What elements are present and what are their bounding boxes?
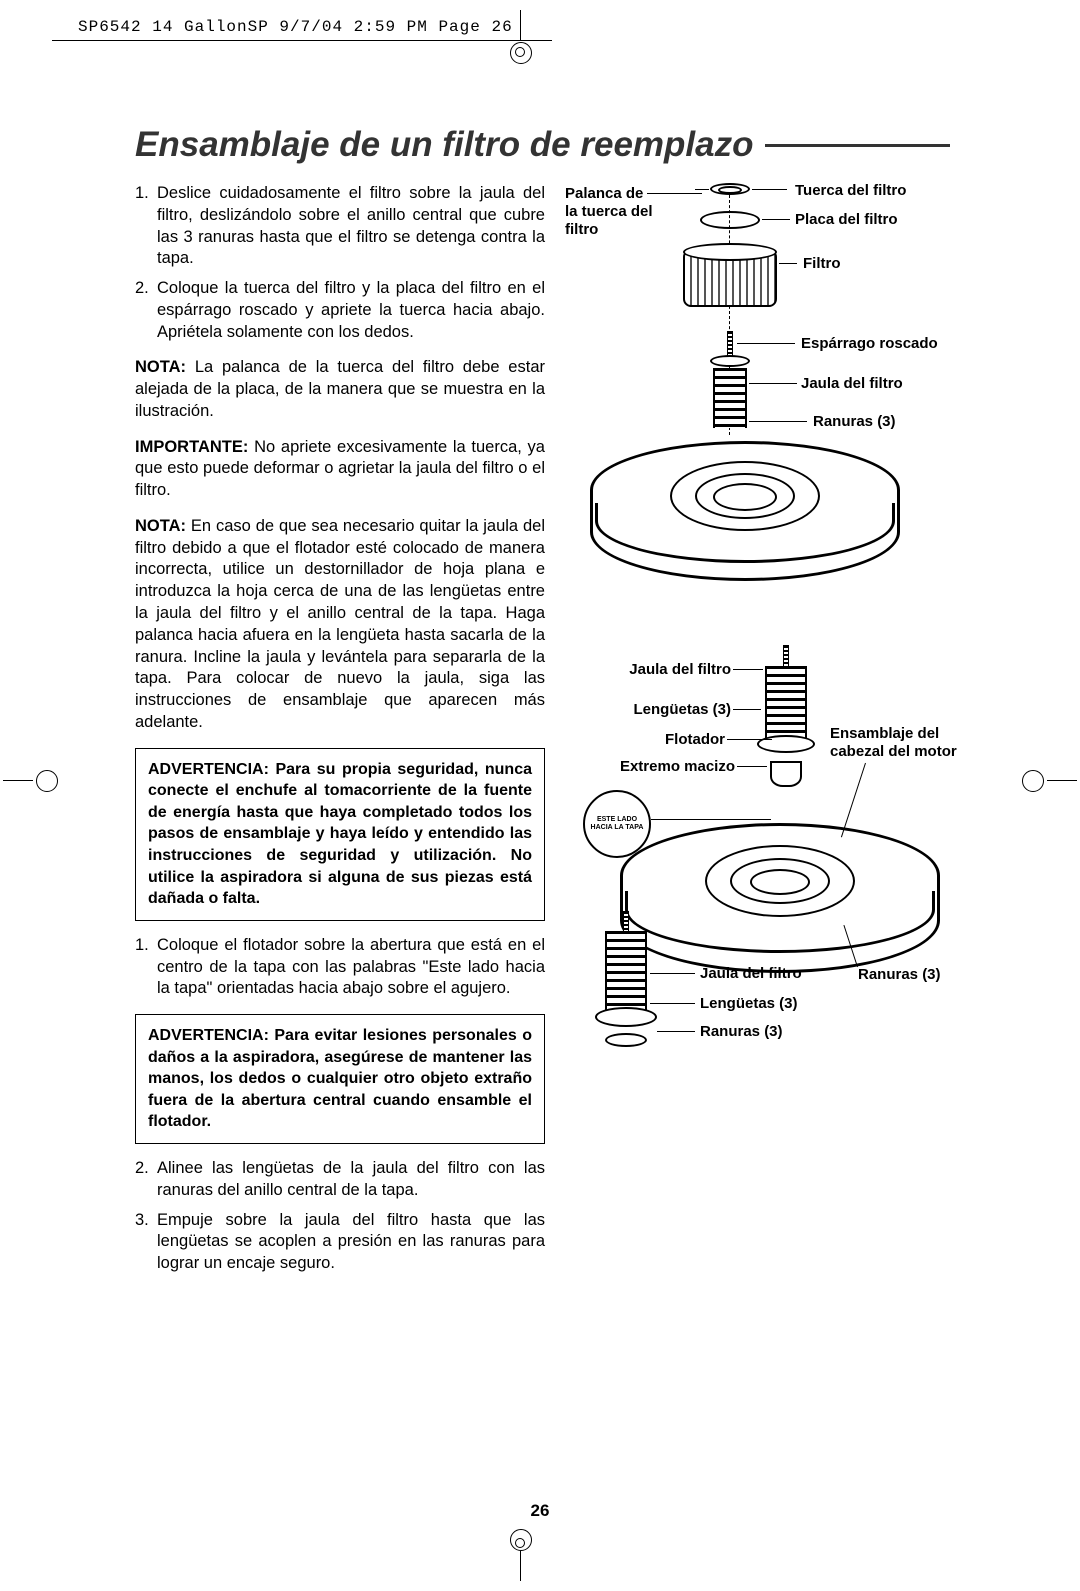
page-title: Ensamblaje de un filtro de reemplazo [135, 125, 753, 165]
instruction-list-2b: 2.Alinee las lengüetas de la jaula del f… [135, 1158, 545, 1275]
step-2-2: Alinee las lengüetas de la jaula del fil… [157, 1158, 545, 1202]
print-header: SP6542 14 GallonSP 9/7/04 2:59 PM Page 2… [78, 18, 513, 36]
label-ranuras1: Ranuras (3) [813, 413, 896, 431]
assembly-diagram: Palanca de la tuerca del filtro Tuerca d… [565, 183, 950, 1243]
instruction-list-1: 1.Deslice cuidadosamente el filtro sobre… [135, 183, 545, 343]
label-tuerca: Tuerca del filtro [795, 182, 906, 200]
label-palanca: Palanca de la tuerca del filtro [565, 185, 655, 239]
crop-mark-left [8, 760, 68, 800]
label-flotador: Flotador [650, 731, 725, 749]
label-jaula1: Jaula del filtro [801, 375, 903, 393]
label-ensamblaje: Ensamblaje del cabezal del motor [830, 725, 960, 761]
crop-mark-right [1012, 760, 1072, 800]
label-jaula3: Jaula del filtro [700, 965, 802, 983]
label-ranuras3: Ranuras (3) [858, 966, 941, 984]
header-rule [52, 40, 552, 41]
step-2: Coloque la tuerca del filtro y la placa … [157, 278, 545, 343]
page-number: 26 [0, 1501, 1080, 1521]
label-esparrago: Espárrago roscado [801, 335, 938, 353]
diagram-column: Palanca de la tuerca del filtro Tuerca d… [565, 183, 950, 1289]
label-ranuras2: Ranuras (3) [700, 1023, 783, 1041]
label-placa: Placa del filtro [795, 211, 898, 229]
warning-box-1: ADVERTENCIA: Para su propia seguridad, n… [135, 748, 545, 921]
importante: IMPORTANTE: No apriete excesivamente la … [135, 437, 545, 502]
crop-mark-bottom [480, 1521, 560, 1581]
warning-box-2: ADVERTENCIA: Para evitar lesiones person… [135, 1014, 545, 1144]
text-column: 1.Deslice cuidadosamente el filtro sobre… [135, 183, 545, 1289]
label-filtro: Filtro [803, 255, 841, 273]
label-lenguetas2: Lengüetas (3) [700, 995, 798, 1013]
crop-mark-top [480, 30, 560, 70]
nota-2: NOTA: En caso de que sea necesario quita… [135, 516, 545, 734]
label-lenguetas1: Lengüetas (3) [615, 701, 731, 719]
callout-este-lado: ESTE LADO HACIA LA TAPA [583, 790, 651, 858]
page-content: Ensamblaje de un filtro de reemplazo 1.D… [135, 125, 950, 1289]
instruction-list-2a: 1.Coloque el flotador sobre la abertura … [135, 935, 545, 1000]
title-rule [765, 144, 950, 147]
step-1: Deslice cuidadosamente el filtro sobre l… [157, 183, 545, 270]
nota-1: NOTA: La palanca de la tuerca del filtro… [135, 357, 545, 422]
step-2-3: Empuje sobre la jaula del filtro hasta q… [157, 1210, 545, 1275]
label-extremo: Extremo macizo [605, 758, 735, 776]
label-jaula2: Jaula del filtro [603, 661, 731, 679]
step-2-1: Coloque el flotador sobre la abertura qu… [157, 935, 545, 1000]
